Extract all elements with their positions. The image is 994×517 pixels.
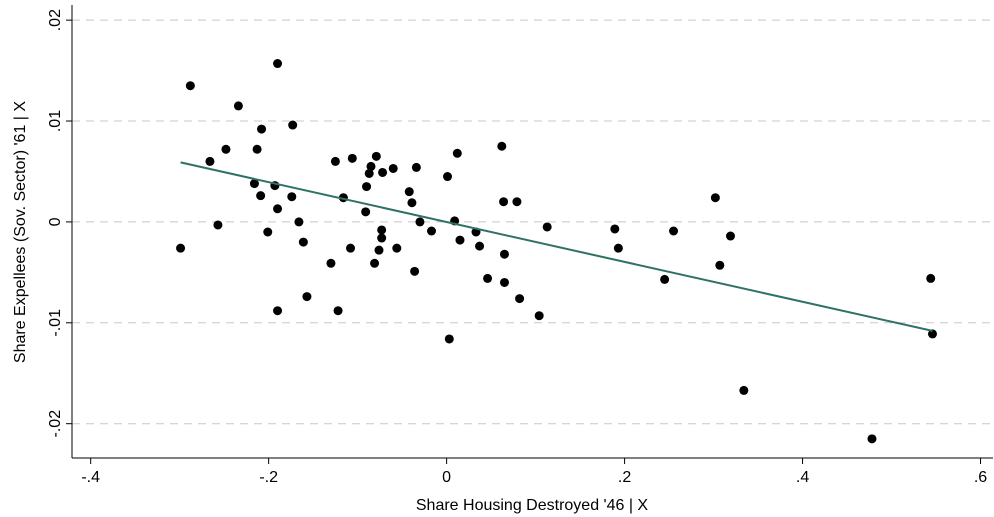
point bbox=[515, 294, 525, 304]
point bbox=[361, 207, 371, 217]
x-tick-label: -.4 bbox=[81, 469, 100, 486]
x-tick-label: 0 bbox=[442, 469, 451, 486]
point bbox=[512, 197, 522, 207]
point bbox=[499, 277, 509, 287]
x-tick-label: .4 bbox=[796, 469, 809, 486]
point bbox=[710, 193, 720, 203]
point bbox=[364, 168, 374, 178]
fit-line bbox=[180, 161, 933, 332]
point bbox=[443, 172, 453, 182]
point bbox=[273, 59, 283, 69]
y-tick-label: -.01 bbox=[47, 309, 64, 337]
x-axis-label: Share Housing Destroyed '46 | X bbox=[416, 497, 649, 514]
point bbox=[407, 198, 417, 208]
point bbox=[273, 306, 283, 316]
point bbox=[392, 243, 402, 253]
point bbox=[378, 167, 388, 177]
point bbox=[410, 266, 420, 276]
point bbox=[444, 334, 454, 344]
point bbox=[452, 148, 462, 158]
point bbox=[739, 385, 749, 395]
point bbox=[374, 245, 384, 255]
point bbox=[176, 243, 186, 253]
point bbox=[475, 241, 485, 251]
point bbox=[326, 258, 336, 268]
point bbox=[333, 306, 343, 316]
point bbox=[499, 197, 509, 207]
y-tick-label: -.02 bbox=[47, 410, 64, 438]
point bbox=[660, 274, 670, 284]
point bbox=[715, 260, 725, 270]
point bbox=[926, 273, 936, 283]
point bbox=[455, 235, 465, 245]
point bbox=[404, 187, 414, 197]
point bbox=[294, 217, 304, 227]
point bbox=[371, 151, 381, 161]
point bbox=[370, 258, 380, 268]
point bbox=[613, 243, 623, 253]
point bbox=[483, 273, 493, 283]
y-tick-label: .02 bbox=[47, 9, 64, 31]
point bbox=[669, 226, 679, 236]
point bbox=[427, 226, 437, 236]
point bbox=[205, 156, 215, 166]
point bbox=[213, 220, 223, 230]
point bbox=[499, 249, 509, 259]
point bbox=[298, 237, 308, 247]
point bbox=[273, 204, 283, 214]
point bbox=[497, 141, 507, 151]
point bbox=[288, 120, 298, 130]
point bbox=[249, 179, 259, 189]
point bbox=[346, 243, 356, 253]
point bbox=[411, 162, 421, 172]
point bbox=[725, 231, 735, 241]
x-tick-label: .2 bbox=[618, 469, 631, 486]
x-tick-label: -.2 bbox=[259, 469, 278, 486]
point bbox=[252, 144, 262, 154]
point bbox=[233, 101, 243, 111]
y-tick-label: 0 bbox=[47, 217, 64, 226]
point bbox=[302, 292, 312, 302]
point bbox=[221, 144, 231, 154]
point bbox=[377, 233, 387, 243]
x-tick-label: .6 bbox=[974, 469, 987, 486]
point bbox=[534, 311, 544, 321]
point bbox=[330, 156, 340, 166]
y-axis-label: Share Expellees (Sov. Sector) '61 | X bbox=[12, 101, 29, 363]
point bbox=[347, 153, 357, 163]
point bbox=[867, 434, 877, 444]
point bbox=[185, 81, 195, 91]
point bbox=[287, 192, 297, 202]
point bbox=[927, 329, 937, 339]
point bbox=[388, 163, 398, 173]
point bbox=[610, 224, 620, 234]
point bbox=[257, 124, 267, 134]
point bbox=[263, 227, 273, 237]
y-tick-label: .01 bbox=[47, 110, 64, 132]
point bbox=[377, 225, 387, 235]
point bbox=[366, 161, 376, 171]
point bbox=[362, 182, 372, 192]
point bbox=[542, 222, 552, 232]
point bbox=[256, 191, 266, 201]
point bbox=[415, 217, 425, 227]
